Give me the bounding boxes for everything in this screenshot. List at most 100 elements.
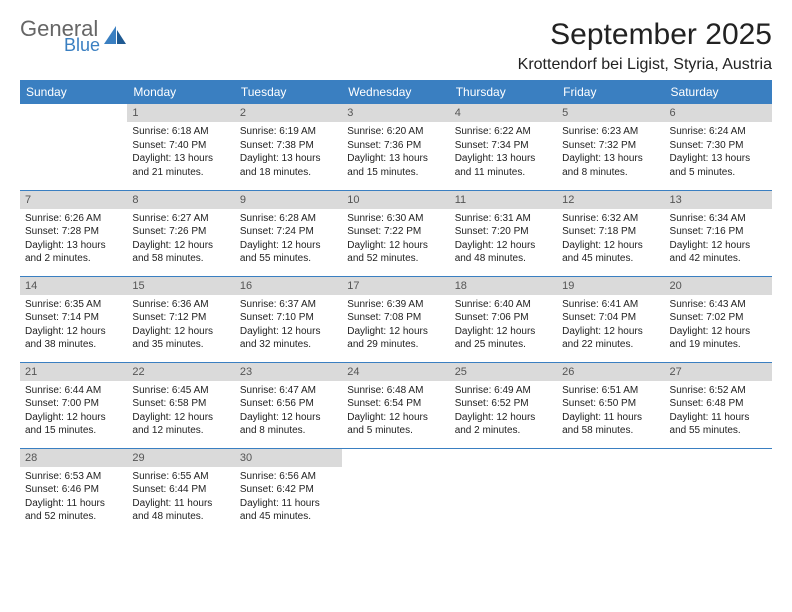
calendar-table: SundayMondayTuesdayWednesdayThursdayFrid… (20, 80, 772, 534)
sunset-text: Sunset: 7:28 PM (25, 225, 122, 239)
daylight-text: Daylight: 12 hours and 2 minutes. (455, 411, 552, 438)
sunset-text: Sunset: 7:30 PM (670, 139, 767, 153)
sunrise-text: Sunrise: 6:19 AM (240, 125, 337, 139)
day-details: Sunrise: 6:49 AMSunset: 6:52 PMDaylight:… (450, 381, 557, 443)
title-block: September 2025 Krottendorf bei Ligist, S… (518, 18, 772, 74)
sunrise-text: Sunrise: 6:51 AM (562, 384, 659, 398)
day-number: 6 (665, 104, 772, 122)
sunrise-text: Sunrise: 6:49 AM (455, 384, 552, 398)
day-number: 4 (450, 104, 557, 122)
daylight-text: Daylight: 12 hours and 55 minutes. (240, 239, 337, 266)
day-number: 26 (557, 363, 664, 381)
sunrise-text: Sunrise: 6:28 AM (240, 212, 337, 226)
day-number: 1 (127, 104, 234, 122)
daylight-text: Daylight: 13 hours and 21 minutes. (132, 152, 229, 179)
daylight-text: Daylight: 11 hours and 48 minutes. (132, 497, 229, 524)
day-details: Sunrise: 6:28 AMSunset: 7:24 PMDaylight:… (235, 209, 342, 271)
calendar-cell: 21Sunrise: 6:44 AMSunset: 7:00 PMDayligh… (20, 362, 127, 448)
sunrise-text: Sunrise: 6:30 AM (347, 212, 444, 226)
day-details: Sunrise: 6:52 AMSunset: 6:48 PMDaylight:… (665, 381, 772, 443)
sunset-text: Sunset: 7:40 PM (132, 139, 229, 153)
day-details: Sunrise: 6:37 AMSunset: 7:10 PMDaylight:… (235, 295, 342, 357)
sunrise-text: Sunrise: 6:26 AM (25, 212, 122, 226)
day-details: Sunrise: 6:31 AMSunset: 7:20 PMDaylight:… (450, 209, 557, 271)
day-number: 28 (20, 449, 127, 467)
daylight-text: Daylight: 13 hours and 15 minutes. (347, 152, 444, 179)
day-number: 5 (557, 104, 664, 122)
day-details: Sunrise: 6:24 AMSunset: 7:30 PMDaylight:… (665, 122, 772, 184)
day-number: 14 (20, 277, 127, 295)
daylight-text: Daylight: 12 hours and 45 minutes. (562, 239, 659, 266)
calendar-cell: 26 Sunrise: 6:51 AMSunset: 6:50 PMDayligh… (557, 362, 664, 448)
calendar-cell: 30Sunrise: 6:56 AMSunset: 6:42 PMDayligh… (235, 448, 342, 534)
day-number: 16 (235, 277, 342, 295)
daylight-text: Daylight: 13 hours and 8 minutes. (562, 152, 659, 179)
sunset-text: Sunset: 7:32 PM (562, 139, 659, 153)
calendar-cell: 9Sunrise: 6:28 AMSunset: 7:24 PMDaylight… (235, 190, 342, 276)
daylight-text: Daylight: 12 hours and 29 minutes. (347, 325, 444, 352)
sunrise-text: Sunrise: 6:43 AM (670, 298, 767, 312)
sunset-text: Sunset: 7:22 PM (347, 225, 444, 239)
sunrise-text: Sunrise: 6:24 AM (670, 125, 767, 139)
daylight-text: Daylight: 12 hours and 35 minutes. (132, 325, 229, 352)
sunset-text: Sunset: 6:56 PM (240, 397, 337, 411)
calendar-cell: 1Sunrise: 6:18 AMSunset: 7:40 PMDaylight… (127, 104, 234, 190)
sunset-text: Sunset: 7:34 PM (455, 139, 552, 153)
sunset-text: Sunset: 7:36 PM (347, 139, 444, 153)
sunset-text: Sunset: 6:42 PM (240, 483, 337, 497)
day-details: Sunrise: 6:35 AMSunset: 7:14 PMDaylight:… (20, 295, 127, 357)
day-number: 24 (342, 363, 449, 381)
calendar-cell: 8Sunrise: 6:27 AMSunset: 7:26 PMDaylight… (127, 190, 234, 276)
day-number: 25 (450, 363, 557, 381)
calendar-page: General Blue September 2025 Krottendorf … (0, 0, 792, 552)
sunrise-text: Sunrise: 6:36 AM (132, 298, 229, 312)
calendar-cell: 22Sunrise: 6:45 AMSunset: 6:58 PMDayligh… (127, 362, 234, 448)
calendar-cell: 12Sunrise: 6:32 AMSunset: 7:18 PMDayligh… (557, 190, 664, 276)
day-number: 11 (450, 191, 557, 209)
calendar-cell (665, 448, 772, 534)
calendar-week-row: 1Sunrise: 6:18 AMSunset: 7:40 PMDaylight… (20, 104, 772, 190)
sunset-text: Sunset: 7:38 PM (240, 139, 337, 153)
calendar-cell: 25Sunrise: 6:49 AMSunset: 6:52 PMDayligh… (450, 362, 557, 448)
sunset-text: Sunset: 6:50 PM (562, 397, 659, 411)
day-number: 19 (557, 277, 664, 295)
weekday-header: Saturday (665, 80, 772, 104)
calendar-cell (450, 448, 557, 534)
daylight-text: Daylight: 12 hours and 48 minutes. (455, 239, 552, 266)
sunrise-text: Sunrise: 6:56 AM (240, 470, 337, 484)
sunset-text: Sunset: 6:54 PM (347, 397, 444, 411)
daylight-text: Daylight: 11 hours and 58 minutes. (562, 411, 659, 438)
calendar-week-row: 7Sunrise: 6:26 AMSunset: 7:28 PMDaylight… (20, 190, 772, 276)
daylight-text: Daylight: 11 hours and 52 minutes. (25, 497, 122, 524)
day-details: Sunrise: 6:18 AMSunset: 7:40 PMDaylight:… (127, 122, 234, 184)
sunset-text: Sunset: 6:46 PM (25, 483, 122, 497)
sunset-text: Sunset: 7:06 PM (455, 311, 552, 325)
day-details: Sunrise: 6:40 AMSunset: 7:06 PMDaylight:… (450, 295, 557, 357)
sunrise-text: Sunrise: 6:47 AM (240, 384, 337, 398)
brand-text: General Blue (20, 18, 100, 54)
sunrise-text: Sunrise: 6:23 AM (562, 125, 659, 139)
sunset-text: Sunset: 7:02 PM (670, 311, 767, 325)
day-details: Sunrise: 6:48 AMSunset: 6:54 PMDaylight:… (342, 381, 449, 443)
calendar-cell: 13Sunrise: 6:34 AMSunset: 7:16 PMDayligh… (665, 190, 772, 276)
weekday-header: Thursday (450, 80, 557, 104)
sunset-text: Sunset: 7:16 PM (670, 225, 767, 239)
calendar-cell: 20Sunrise: 6:43 AMSunset: 7:02 PMDayligh… (665, 276, 772, 362)
sunset-text: Sunset: 7:20 PM (455, 225, 552, 239)
brand-sail-icon (102, 24, 128, 51)
calendar-cell: 28 Sunrise: 6:53 AMSunset: 6:46 PMDayligh… (20, 448, 127, 534)
day-details: Sunrise: 6:34 AMSunset: 7:16 PMDaylight:… (665, 209, 772, 271)
calendar-cell: 10Sunrise: 6:30 AMSunset: 7:22 PMDayligh… (342, 190, 449, 276)
day-number: 17 (342, 277, 449, 295)
calendar-week-row: 28Sunrise: 6:53 AMSunset: 6:46 PMDayligh… (20, 448, 772, 534)
day-details: Sunrise: 6:56 AMSunset: 6:42 PMDaylight:… (235, 467, 342, 529)
daylight-text: Daylight: 12 hours and 32 minutes. (240, 325, 337, 352)
day-details: Sunrise: 6:19 AMSunset: 7:38 PMDaylight:… (235, 122, 342, 184)
day-number: 30 (235, 449, 342, 467)
sunrise-text: Sunrise: 6:18 AM (132, 125, 229, 139)
sunrise-text: Sunrise: 6:53 AM (25, 470, 122, 484)
day-number: 3 (342, 104, 449, 122)
day-number: 27 (665, 363, 772, 381)
sunset-text: Sunset: 7:10 PM (240, 311, 337, 325)
sunrise-text: Sunrise: 6:41 AM (562, 298, 659, 312)
